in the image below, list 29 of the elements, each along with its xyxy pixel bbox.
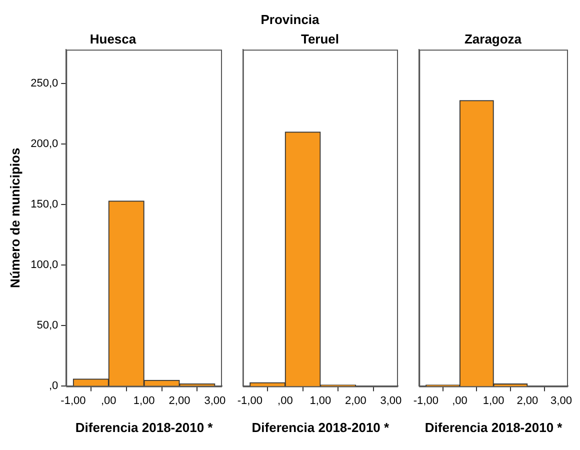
y-tick-label: 50,0 <box>36 320 58 332</box>
x-tick-label: 1,00 <box>482 394 504 407</box>
text: Provincia <box>260 12 320 27</box>
chart-title: Zaragoza <box>464 31 522 46</box>
x-tick-label: 3,00 <box>380 394 402 407</box>
x-tick-label: ,00 <box>278 394 293 407</box>
x-tick-label: 2,00 <box>344 394 366 407</box>
y-tick-label: 250,0 <box>30 78 58 90</box>
x-axis-title: Diferencia 2018-2010 * <box>424 420 564 435</box>
x-tick-label: 2,00 <box>516 394 538 407</box>
y-tick-label: 150,0 <box>30 198 58 211</box>
x-tick-label: 3,00 <box>550 394 572 407</box>
x-tick-label: 3,00 <box>204 394 226 407</box>
y-tick-label: ,0 <box>48 380 58 392</box>
x-axis-title: Diferencia 2018-2010 * <box>75 420 214 435</box>
x-tick-label: ,00 <box>452 394 468 407</box>
x-tick-label: -1,00 <box>60 394 86 407</box>
chart-title: Teruel <box>300 31 340 46</box>
x-tick-label: ,00 <box>100 394 116 407</box>
x-tick-label: -1,00 <box>413 394 438 407</box>
chart-title: Huesca <box>90 31 137 46</box>
y-tick-label: 100,0 <box>30 259 58 272</box>
x-tick-label: 1,00 <box>310 394 332 407</box>
x-tick-label: -1,00 <box>237 394 262 407</box>
x-axis-title: Diferencia 2018-2010 * <box>252 420 390 435</box>
x-tick-label: 1,00 <box>133 394 155 407</box>
y-tick-label: 200,0 <box>30 138 58 150</box>
y-axis-title: Número de municipios <box>7 148 22 288</box>
x-tick-label: 2,00 <box>168 394 190 407</box>
